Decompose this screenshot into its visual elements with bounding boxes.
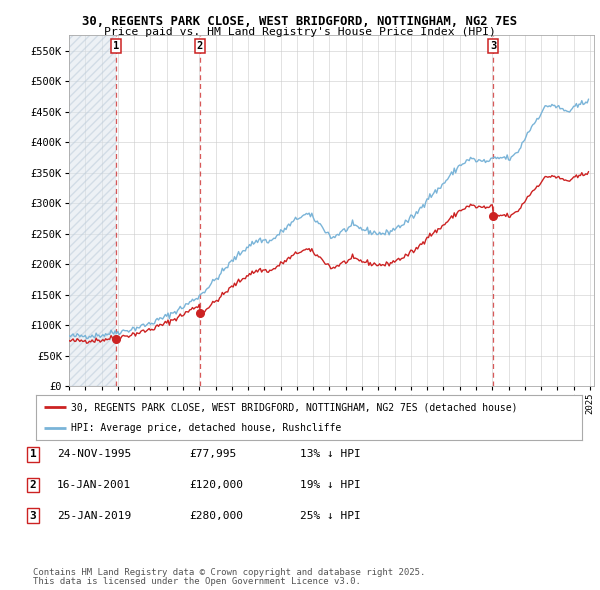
Text: 16-JAN-2001: 16-JAN-2001	[57, 480, 131, 490]
Text: £280,000: £280,000	[189, 511, 243, 520]
Text: £77,995: £77,995	[189, 450, 236, 459]
Text: 25-JAN-2019: 25-JAN-2019	[57, 511, 131, 520]
Text: HPI: Average price, detached house, Rushcliffe: HPI: Average price, detached house, Rush…	[71, 424, 342, 434]
Text: 1: 1	[29, 450, 37, 459]
Text: 3: 3	[29, 511, 37, 520]
Text: £120,000: £120,000	[189, 480, 243, 490]
Text: 25% ↓ HPI: 25% ↓ HPI	[300, 511, 361, 520]
Text: 2: 2	[197, 41, 203, 51]
Text: Price paid vs. HM Land Registry's House Price Index (HPI): Price paid vs. HM Land Registry's House …	[104, 27, 496, 37]
Text: 24-NOV-1995: 24-NOV-1995	[57, 450, 131, 459]
Text: 19% ↓ HPI: 19% ↓ HPI	[300, 480, 361, 490]
Text: 13% ↓ HPI: 13% ↓ HPI	[300, 450, 361, 459]
Text: Contains HM Land Registry data © Crown copyright and database right 2025.: Contains HM Land Registry data © Crown c…	[33, 568, 425, 577]
Text: This data is licensed under the Open Government Licence v3.0.: This data is licensed under the Open Gov…	[33, 577, 361, 586]
Text: 30, REGENTS PARK CLOSE, WEST BRIDGFORD, NOTTINGHAM, NG2 7ES: 30, REGENTS PARK CLOSE, WEST BRIDGFORD, …	[82, 15, 518, 28]
Text: 30, REGENTS PARK CLOSE, WEST BRIDGFORD, NOTTINGHAM, NG2 7ES (detached house): 30, REGENTS PARK CLOSE, WEST BRIDGFORD, …	[71, 402, 518, 412]
Bar	[69, 35, 116, 386]
Text: 2: 2	[29, 480, 37, 490]
Text: 3: 3	[490, 41, 497, 51]
Text: 1: 1	[113, 41, 119, 51]
